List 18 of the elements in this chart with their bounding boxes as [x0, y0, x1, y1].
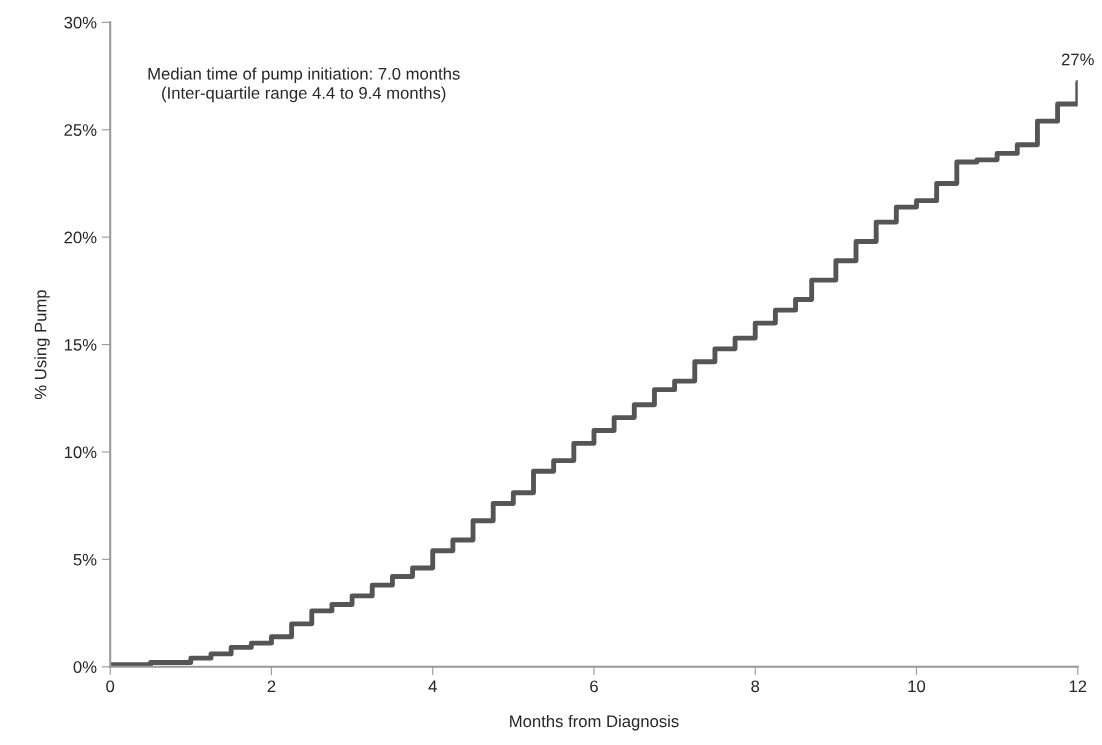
y-tick-label: 0% — [73, 661, 97, 673]
x-tick-label: 2 — [267, 680, 276, 693]
annotation: 27% — [1061, 53, 1094, 66]
x-axis-title: Months from Diagnosis — [510, 714, 679, 731]
y-tick-label: 30% — [64, 16, 97, 29]
y-tick-label: 15% — [64, 339, 97, 351]
x-tick-label: 0 — [106, 680, 115, 693]
y-tick-label: 10% — [64, 446, 97, 459]
y-tick-label: 20% — [64, 231, 97, 244]
y-tick-label: 25% — [64, 124, 97, 136]
x-tick-label: 6 — [590, 680, 598, 693]
x-tick-label: 8 — [751, 680, 760, 693]
x-tick-label: 12 — [1069, 680, 1087, 693]
x-tick-label: 10 — [908, 680, 926, 693]
x-tick-label: 4 — [428, 680, 437, 693]
annotation: Median time of pump initiation: 7.0 months (Inter-quartile range 4.4 to 9.4 months) — [148, 67, 460, 103]
y-axis-title: % Using Pump — [34, 290, 50, 400]
y-tick-label: 5% — [73, 553, 97, 566]
